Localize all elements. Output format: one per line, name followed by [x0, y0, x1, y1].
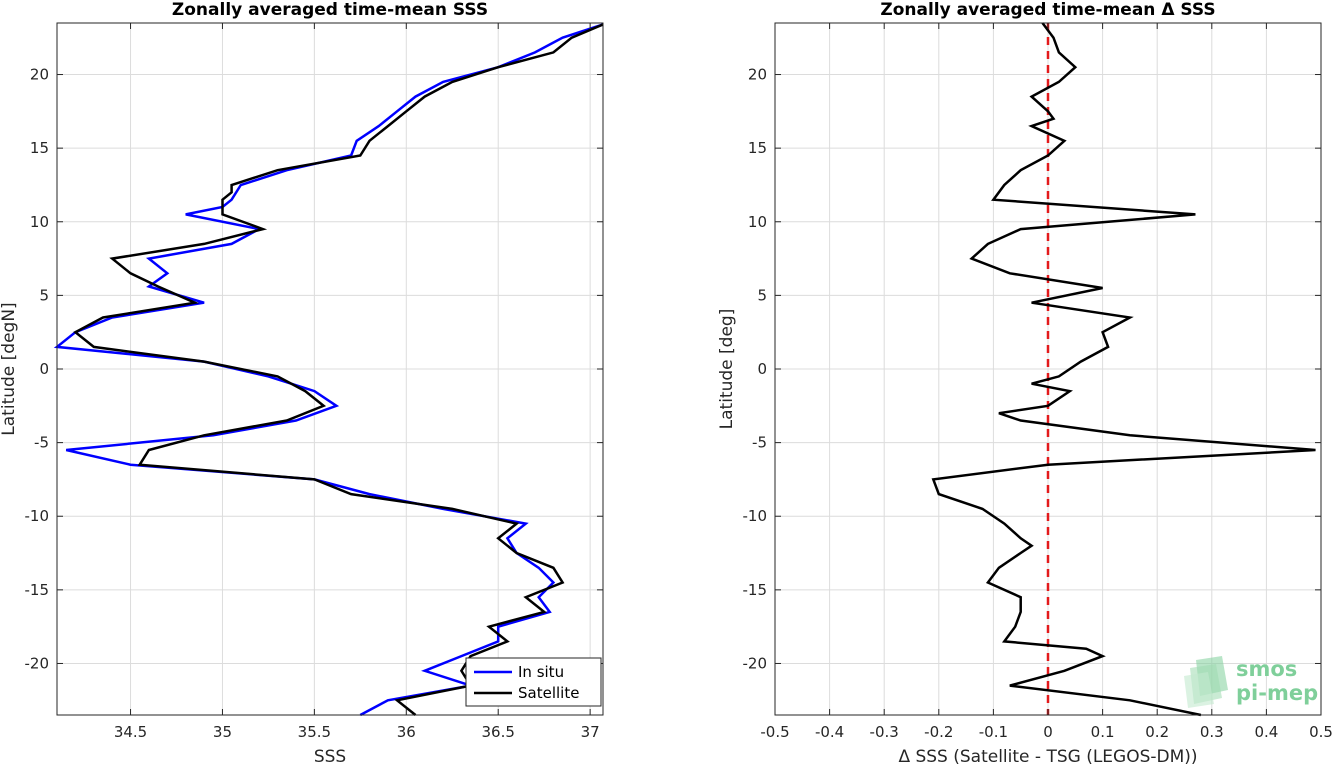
x-axis-label: SSS: [314, 747, 346, 765]
y-tick-label: 20: [748, 66, 767, 84]
y-tick-label: -15: [25, 581, 50, 599]
x-tick-label: -0.2: [924, 723, 953, 741]
x-tick-label: 0.4: [1254, 723, 1278, 741]
y-tick-label: 5: [757, 286, 767, 304]
y-tick-label: 10: [748, 213, 767, 231]
y-tick-label: 5: [39, 286, 49, 304]
x-tick-label: 37: [581, 723, 600, 741]
smos-pi-mep-logo: smos pi-mep: [1184, 656, 1318, 708]
x-tick-label: 0.5: [1309, 723, 1333, 741]
series-line-in-situ: [53, 23, 604, 717]
y-tick-label: -10: [25, 507, 50, 525]
chart-title: Zonally averaged time-mean Δ SSS: [880, 0, 1215, 20]
y-tick-label: 0: [39, 360, 49, 378]
legend-entry: In situ: [518, 663, 564, 681]
y-tick-label: 15: [748, 139, 767, 157]
x-tick-label: 35: [213, 723, 232, 741]
x-tick-label: -0.3: [870, 723, 899, 741]
logo-line1: smos: [1236, 657, 1297, 681]
x-tick-label: 0.3: [1200, 723, 1224, 741]
x-tick-label: -0.1: [979, 723, 1008, 741]
y-tick-label: 15: [30, 139, 49, 157]
y-tick-label: -10: [743, 507, 768, 525]
y-tick-label: 10: [30, 213, 49, 231]
x-tick-label: 0.1: [1091, 723, 1115, 741]
left-panel-sss-profile: 34.5 35 35.5 36 36.5 37 -20 -15 -10 -5 0 5 10 15 20 Zon…: [0, 0, 604, 765]
x-tick-label: 34.5: [114, 723, 147, 741]
y-axis-label: Latitude [deg]: [717, 309, 737, 430]
legend-entry: Satellite: [518, 684, 579, 702]
legend: In situ Satellite: [465, 657, 602, 707]
x-tick-label: 36.5: [482, 723, 515, 741]
x-tick-label: 36: [397, 723, 416, 741]
logo-line2: pi-mep: [1236, 681, 1318, 705]
x-tick-label: -0.5: [760, 723, 789, 741]
y-tick-label: -15: [743, 581, 768, 599]
series-line-delta-sss: [931, 22, 1316, 717]
y-tick-label: -20: [743, 654, 768, 672]
x-tick-label: 0.2: [1145, 723, 1169, 741]
logo-mark: [1184, 656, 1228, 708]
x-tick-label: 35.5: [298, 723, 331, 741]
x-tick-label: -0.4: [815, 723, 844, 741]
x-axis-label: Δ SSS (Satellite - TSG (LEGOS-DM)): [898, 747, 1197, 765]
right-panel-delta-sss-profile: -0.5 -0.4 -0.3 -0.2 -0.1 0 0.1 0.2 0.3 0.4 0.5 -20 -…: [717, 0, 1333, 765]
y-tick-label: 0: [757, 360, 767, 378]
y-tick-label: -20: [25, 654, 50, 672]
y-tick-label: -5: [752, 434, 767, 452]
y-tick-label: 20: [30, 66, 49, 84]
legend-box: [465, 657, 602, 707]
y-tick-label: -5: [34, 434, 49, 452]
y-axis-label: Latitude [degN]: [0, 302, 19, 435]
chart-title: Zonally averaged time-mean SSS: [172, 0, 488, 20]
x-tick-label: 0: [1043, 723, 1053, 741]
series-line-satellite: [73, 23, 604, 716]
